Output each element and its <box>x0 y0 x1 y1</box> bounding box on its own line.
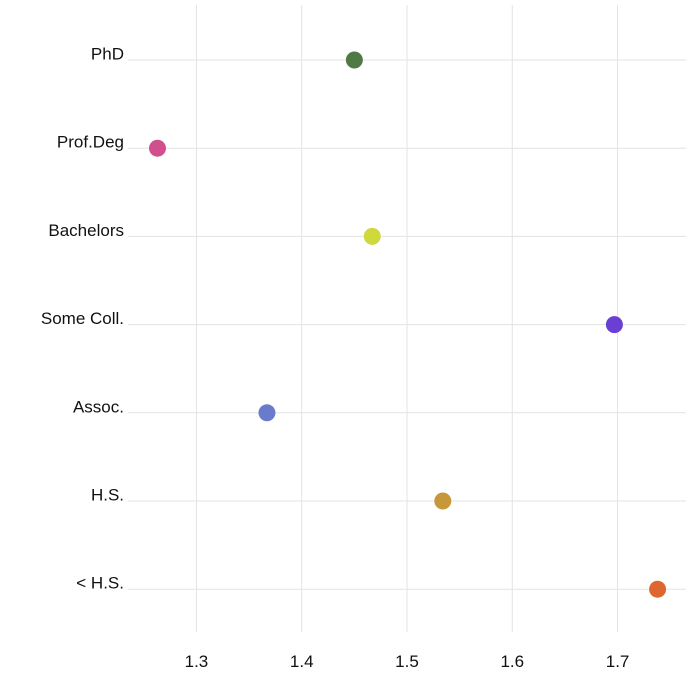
y-gridlines <box>128 59 686 590</box>
y-axis-labels: PhD Prof.Deg Bachelors Some Coll. Assoc. H.S.… <box>41 45 124 593</box>
data-point <box>345 51 363 69</box>
x-axis-labels: 1.3 1.4 1.5 1.6 1.7 <box>185 652 630 671</box>
data-point <box>258 404 276 422</box>
x-tick-label: 1.6 <box>500 652 524 671</box>
x-tick-label: 1.3 <box>185 652 209 671</box>
data-point <box>434 492 452 510</box>
y-tick-label: H.S. <box>91 486 124 505</box>
x-tick-label: 1.7 <box>606 652 630 671</box>
y-tick-label: Bachelors <box>48 221 124 240</box>
data-point <box>605 316 623 334</box>
data-point <box>148 139 166 157</box>
y-tick-label: Prof.Deg <box>57 133 124 152</box>
y-tick-label: PhD <box>91 45 124 64</box>
data-point <box>363 227 381 245</box>
x-tick-label: 1.5 <box>395 652 419 671</box>
y-tick-label: < H.S. <box>76 574 124 593</box>
x-gridlines <box>195 5 619 632</box>
data-points <box>148 51 667 598</box>
data-point <box>649 580 667 598</box>
y-tick-label: Some Coll. <box>41 309 124 328</box>
y-tick-label: Assoc. <box>73 397 124 416</box>
x-tick-label: 1.4 <box>290 652 314 671</box>
